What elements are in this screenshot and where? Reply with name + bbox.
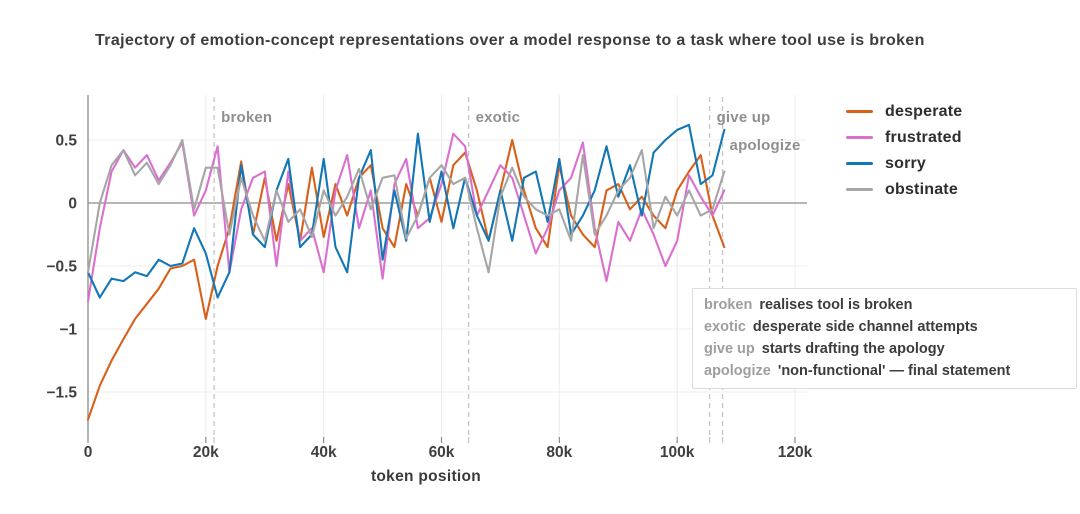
annotation-text: 'non-functional' — final statement	[777, 363, 1011, 380]
annotation-row-exotic: exotic desperate side channel attempts	[704, 317, 1065, 338]
legend-swatch-sorry	[846, 162, 873, 165]
x-tick-label: 60k	[429, 444, 455, 461]
legend-swatch-frustrated	[846, 136, 873, 139]
event-label-broken: broken	[221, 109, 272, 126]
legend-label: frustrated	[885, 128, 962, 146]
legend-item-frustrated: frustrated	[846, 129, 962, 146]
series-line-desperate	[86, 138, 726, 421]
x-tick-label: 120k	[778, 444, 813, 461]
legend-label: sorry	[885, 154, 927, 172]
annotation-keyword: broken	[704, 296, 753, 313]
series-line-obstinate	[86, 138, 726, 274]
chart-legend: desperate frustrated sorry obstinate	[846, 103, 962, 198]
legend-label: obstinate	[885, 180, 958, 198]
x-tick-label: 40k	[311, 444, 337, 461]
event-label-exotic: exotic	[476, 109, 521, 126]
x-tick-label: 80k	[546, 444, 572, 461]
x-tick-label: 100k	[660, 444, 695, 461]
y-tick-label: 0	[68, 196, 77, 213]
legend-item-desperate: desperate	[846, 103, 962, 120]
x-axis-label: token position	[371, 468, 481, 485]
event-annotation-box: broken realises tool is broken exotic desp…	[692, 288, 1077, 389]
legend-label: desperate	[885, 102, 963, 120]
annotation-keyword: give up	[704, 341, 755, 358]
event-label-give-up: give up	[717, 109, 771, 126]
annotation-row-give-up: give up starts drafting the apology	[704, 339, 1065, 360]
y-tick-label: 0.5	[55, 133, 77, 150]
legend-swatch-desperate	[846, 110, 873, 113]
event-label-apologize: apologize	[730, 137, 801, 154]
x-tick-label: 20k	[193, 444, 219, 461]
legend-item-sorry: sorry	[846, 155, 962, 172]
series-line-frustrated	[86, 132, 726, 303]
annotation-keyword: apologize	[704, 363, 771, 380]
legend-swatch-obstinate	[846, 188, 873, 191]
annotation-text: starts drafting the apology	[761, 341, 945, 358]
y-tick-label: −1.5	[46, 385, 77, 402]
x-tick-label: 0	[84, 444, 93, 461]
y-tick-label: −1	[59, 322, 77, 339]
legend-item-obstinate: obstinate	[846, 181, 962, 198]
annotation-keyword: exotic	[704, 318, 746, 335]
chart-title: Trajectory of emotion-concept representa…	[95, 32, 925, 49]
annotation-row-apologize: apologize 'non-functional' — final statem…	[704, 361, 1065, 382]
annotation-text: realises tool is broken	[759, 296, 913, 313]
y-tick-label: −0.5	[46, 259, 77, 276]
annotation-text: desperate side channel attempts	[752, 318, 978, 335]
series-line-sorry	[86, 123, 726, 299]
annotation-row-broken: broken realises tool is broken	[704, 295, 1065, 316]
